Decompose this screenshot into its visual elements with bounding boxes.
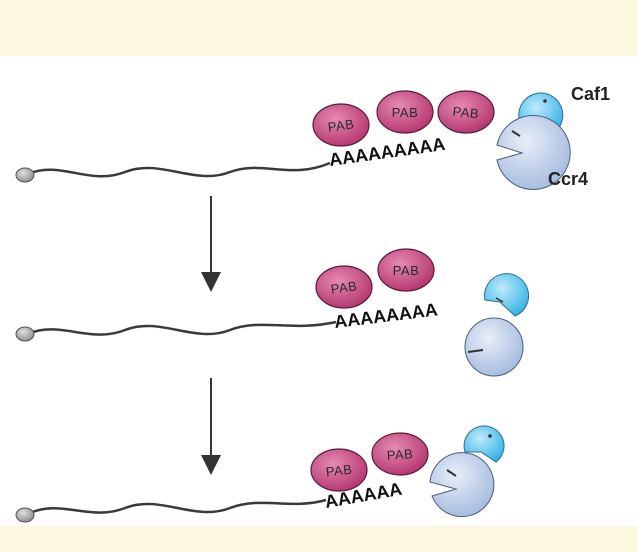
svg-text:PAB: PAB (330, 278, 358, 297)
pab-protein: PAB (377, 248, 435, 292)
stage-1: AAAAAAAAA PAB PAB PAB Caf1 Cc (15, 84, 610, 190)
ccr4-enzyme (496, 115, 571, 190)
ccr4-label: Ccr4 (548, 169, 588, 189)
mrna-strand (27, 161, 331, 178)
caf1-enzyme (463, 425, 505, 463)
cap-structure (15, 326, 35, 342)
caf1-label: Caf1 (571, 84, 610, 104)
ccr4-enzyme (429, 452, 495, 518)
pab-protein: PAB (376, 90, 434, 134)
pab-protein: PAB (371, 432, 429, 476)
svg-text:PAB: PAB (392, 105, 419, 120)
svg-text:PAB: PAB (393, 263, 420, 278)
svg-text:PAB: PAB (386, 446, 414, 463)
caf1-enzyme (484, 273, 530, 317)
top-band (0, 0, 638, 56)
svg-text:PAB: PAB (452, 104, 480, 122)
stage-3: AAAAAA PAB PAB (15, 425, 505, 523)
pab-protein: PAB (310, 448, 368, 492)
ccr4-enzyme (464, 317, 524, 377)
cap-structure (15, 507, 35, 523)
mrna-strand (27, 498, 327, 516)
bottom-band (0, 526, 638, 552)
mrna-strand (27, 320, 337, 336)
stage-2: AAAAAAAA PAB PAB (15, 248, 530, 377)
pab-protein: PAB (315, 265, 373, 309)
svg-text:PAB: PAB (327, 116, 355, 135)
pab-protein: PAB (437, 90, 495, 134)
pab-protein: PAB (312, 103, 370, 147)
cap-structure (15, 167, 35, 183)
svg-text:PAB: PAB (325, 462, 353, 480)
